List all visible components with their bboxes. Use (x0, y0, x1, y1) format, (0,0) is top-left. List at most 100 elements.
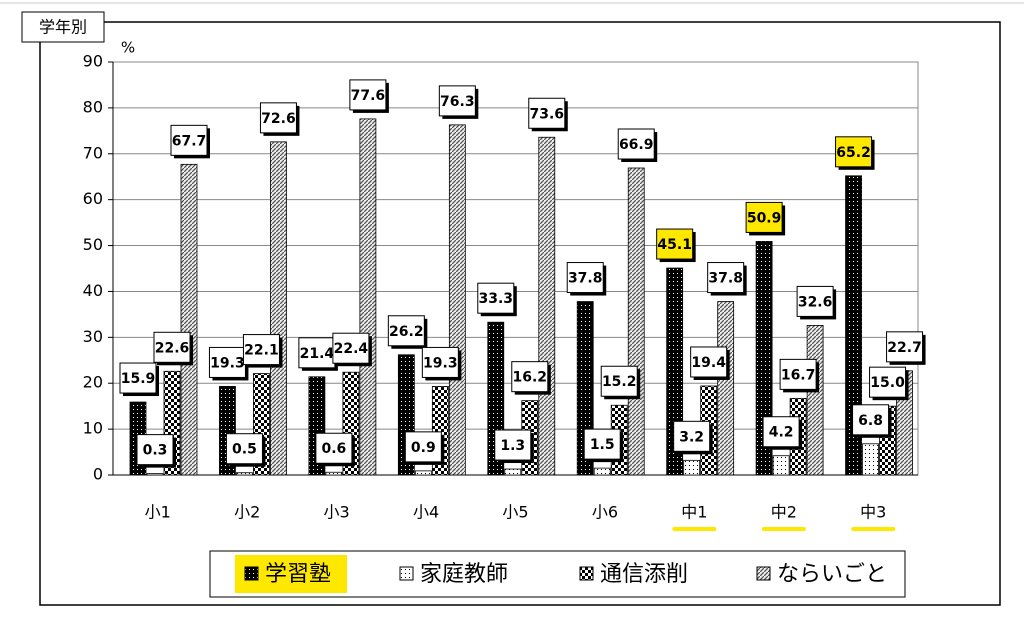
bar (448, 124, 466, 476)
value-label: 16.7 (781, 367, 816, 383)
value-label: 19.3 (423, 355, 458, 371)
label-box (153, 331, 191, 363)
value-label: 0.6 (321, 441, 346, 457)
x-tick-label: 中3 (860, 503, 886, 522)
label-box (656, 228, 694, 260)
label-box (511, 361, 549, 393)
legend-swatch (399, 566, 414, 581)
label-box (119, 362, 157, 394)
bar (772, 455, 790, 476)
value-label: 19.3 (210, 355, 245, 371)
label-box (583, 428, 621, 460)
value-label: 37.8 (708, 271, 743, 287)
value-label: 22.6 (155, 340, 190, 356)
x-tick-label: 中1 (681, 503, 707, 522)
legend-swatch (579, 566, 594, 581)
y-tick-label: 90 (83, 52, 103, 71)
value-label: 22.7 (887, 340, 922, 356)
value-label: 0.9 (411, 440, 436, 456)
bar (236, 472, 253, 476)
value-label: 76.3 (440, 94, 475, 110)
label-box (332, 332, 370, 364)
bar (359, 118, 377, 476)
value-label: 15.2 (602, 374, 637, 390)
value-label: 16.2 (513, 370, 548, 386)
y-tick-label: 30 (83, 327, 103, 346)
value-label: 6.8 (858, 413, 883, 429)
legend-label: 通信添削 (600, 562, 688, 587)
y-tick-label: 50 (83, 235, 103, 254)
bar (270, 141, 287, 476)
value-label: 50.9 (747, 210, 782, 226)
label-box (779, 358, 817, 390)
y-tick-label: 10 (83, 419, 103, 438)
value-label: 1.5 (590, 437, 615, 453)
bar (180, 163, 198, 476)
x-tick-label: 小4 (413, 503, 439, 522)
bar (717, 301, 735, 476)
label-box (745, 201, 783, 233)
value-label: 22.1 (244, 343, 279, 359)
bar (146, 473, 164, 476)
label-box (225, 433, 263, 465)
value-label: 0.3 (143, 443, 168, 459)
bar (683, 459, 701, 476)
label-box (136, 434, 174, 466)
label-box (170, 124, 208, 156)
legend-label: 学習塾 (265, 562, 331, 587)
label-box (315, 432, 353, 464)
x-tick-label: 小2 (234, 503, 260, 522)
value-label: 37.8 (568, 271, 603, 287)
label-box (421, 346, 459, 378)
y-tick-label: 80 (83, 97, 103, 116)
value-label: 22.4 (334, 341, 369, 357)
bar (806, 325, 824, 476)
x-tick-label: 小5 (502, 503, 528, 522)
value-label: 19.4 (691, 355, 726, 371)
x-tick-label: 小1 (145, 503, 171, 522)
value-label: 15.0 (870, 375, 905, 391)
value-label: 1.3 (500, 438, 525, 454)
bar (414, 470, 432, 476)
label-box (477, 282, 515, 314)
bar (862, 443, 879, 476)
value-label: 0.5 (232, 442, 257, 458)
label-box (259, 102, 297, 134)
y-tick-label: 40 (83, 281, 103, 300)
x-tick-label: 小3 (324, 503, 350, 522)
value-label: 72.6 (261, 111, 296, 127)
value-label: 33.3 (479, 291, 514, 307)
value-label: 26.2 (389, 324, 424, 340)
label-box (494, 429, 532, 461)
bar (538, 136, 556, 476)
label-box (617, 128, 655, 160)
label-box (438, 85, 476, 117)
label-box (404, 431, 442, 463)
label-box (835, 136, 873, 168)
label-box (852, 404, 890, 436)
value-label: 15.9 (121, 371, 156, 387)
bar (845, 175, 862, 476)
label-box (242, 334, 280, 366)
value-label: 21.4 (300, 346, 335, 362)
y-tick-label: 60 (83, 189, 103, 208)
bar (504, 468, 522, 476)
label-box (528, 97, 566, 129)
label-box (298, 337, 336, 369)
label-box (690, 346, 728, 378)
label-box (349, 79, 387, 111)
title-box (21, 11, 105, 43)
y-tick-label: 70 (83, 143, 103, 162)
label-box (673, 420, 711, 452)
label-box (566, 262, 604, 294)
chart-title: 学年別 (39, 18, 87, 37)
label-box (387, 315, 425, 347)
y-tick-label: 0 (93, 465, 103, 484)
y-tick-label: 20 (83, 373, 103, 392)
legend-label: ならいごと (777, 562, 887, 587)
label-box (869, 366, 907, 398)
label-box (762, 416, 800, 448)
value-label: 66.9 (619, 137, 654, 153)
